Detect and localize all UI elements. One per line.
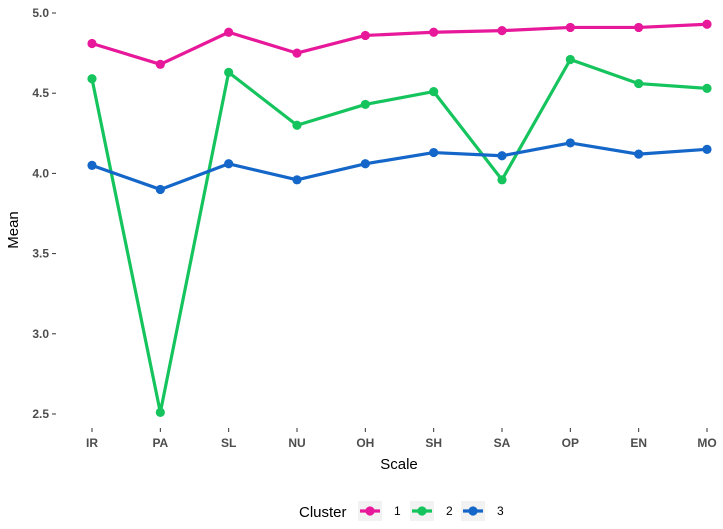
x-tick-label: PA	[152, 436, 168, 450]
legend-key-point	[468, 506, 478, 516]
legend-title: Cluster	[299, 504, 347, 521]
x-tick-label: IR	[86, 436, 98, 450]
legend-item-1: 1	[358, 501, 401, 521]
series-line-1	[90, 22, 709, 66]
data-point-series-3	[429, 147, 439, 158]
data-point-series-3	[565, 138, 575, 148]
data-point-series-2	[292, 120, 302, 130]
data-point-series-1	[155, 59, 165, 69]
x-axis-title: Scale	[380, 456, 418, 473]
legend-label: 1	[394, 504, 401, 518]
y-tick-label: 5.0	[32, 6, 49, 20]
data-point-series-1	[565, 22, 575, 33]
data-point-series-3	[87, 160, 97, 170]
data-point-series-3	[155, 184, 165, 195]
legend-item-3: 3	[461, 501, 504, 521]
y-axis-title: Mean	[5, 211, 22, 249]
x-tick-label: EN	[630, 436, 647, 450]
data-point-series-1	[360, 30, 370, 41]
legend-item-2: 2	[410, 501, 453, 521]
data-point-series-2	[155, 407, 165, 417]
y-tick-label: 4.0	[32, 166, 49, 180]
x-tick-label: OP	[562, 436, 579, 450]
y-tick-label: 2.5	[32, 407, 49, 421]
x-tick-label: SA	[494, 436, 511, 450]
x-tick-label: SH	[425, 436, 442, 450]
series-line-3	[90, 141, 709, 192]
y-tick-label: 4.5	[32, 86, 49, 100]
data-point-series-1	[497, 26, 507, 36]
y-tick-label: 3.0	[32, 327, 49, 341]
data-point-series-2	[429, 86, 439, 97]
data-point-series-2	[87, 74, 97, 84]
data-point-series-3	[702, 144, 712, 154]
legend-key-point	[365, 506, 375, 516]
data-point-series-3	[292, 175, 302, 185]
data-point-series-2	[565, 54, 575, 65]
data-point-series-1	[224, 27, 234, 37]
data-point-series-3	[634, 149, 644, 159]
legend-key-point	[417, 506, 427, 516]
data-point-series-1	[87, 38, 97, 49]
x-axis: IR PA SL NU OH SH SA OP EN MO	[86, 428, 717, 450]
y-tick-label: 3.5	[32, 247, 49, 261]
x-tick-label: NU	[288, 436, 305, 450]
series-line-2	[90, 57, 709, 414]
x-tick-label: MO	[697, 436, 716, 450]
data-point-series-1	[292, 48, 302, 58]
data-point-series-2	[634, 78, 644, 89]
x-tick-label: OH	[356, 436, 374, 450]
data-point-series-3	[224, 159, 234, 169]
y-axis: 2.5 3.0 3.5 4.0 4.5 5.0	[32, 6, 56, 421]
data-point-series-1	[702, 19, 712, 29]
legend-label: 3	[497, 504, 504, 518]
data-point-series-1	[429, 27, 439, 37]
data-point-series-1	[634, 22, 644, 33]
legend-label: 2	[446, 504, 453, 518]
data-point-series-2	[497, 175, 507, 185]
data-point-series-3	[360, 159, 370, 169]
legend: Cluster 1 2 3	[299, 501, 504, 521]
data-point-series-3	[497, 151, 507, 161]
data-point-series-2	[224, 67, 234, 77]
plot-area	[87, 19, 712, 417]
data-point-series-2	[702, 83, 712, 93]
x-tick-label: SL	[221, 436, 236, 450]
data-point-series-2	[360, 99, 370, 110]
